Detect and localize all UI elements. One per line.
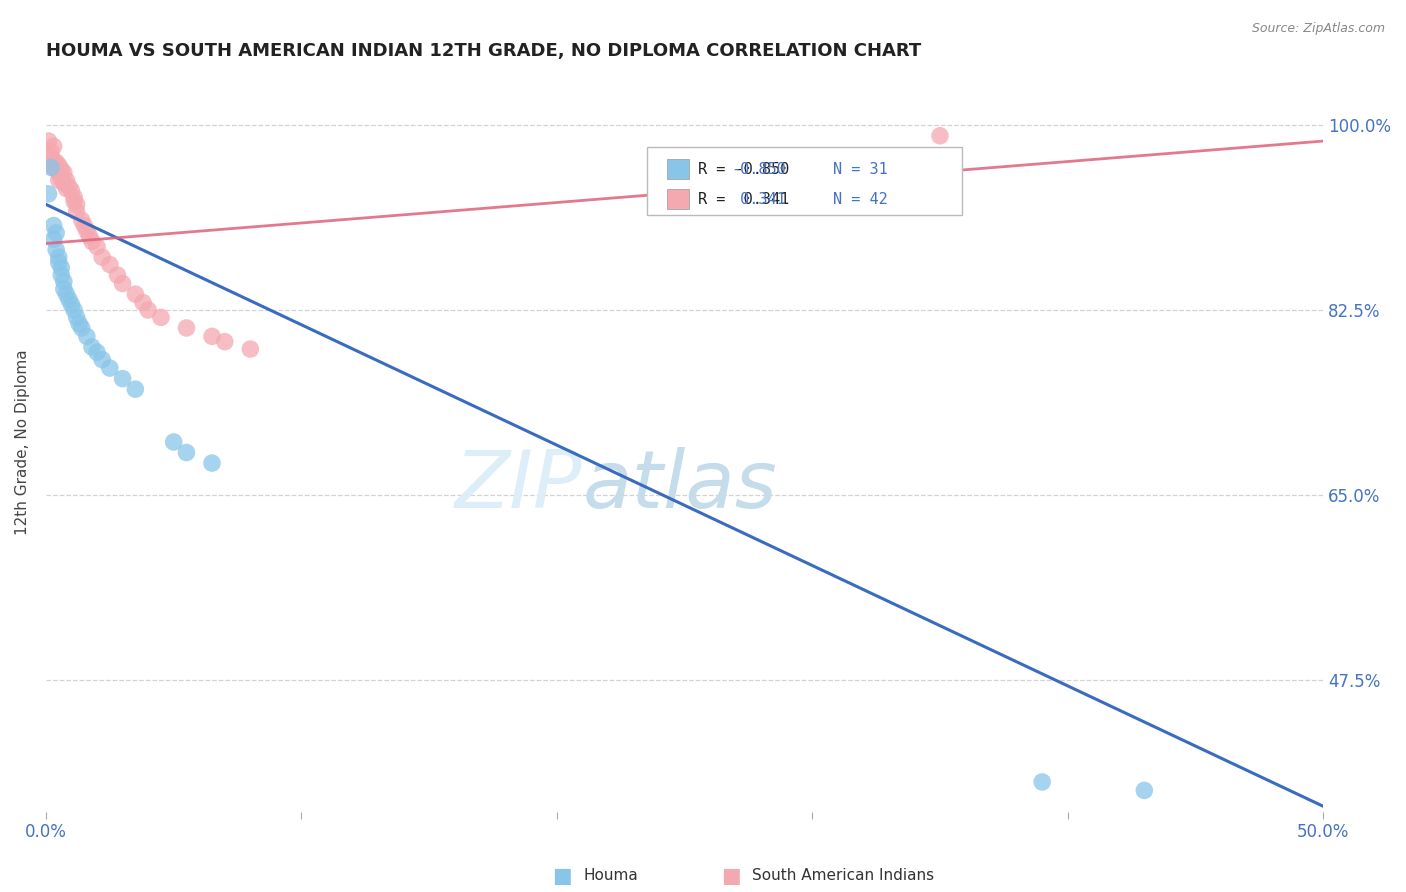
Point (111, 277, 134, 291)
Point (86, 240, 108, 254)
Text: atlas: atlas (582, 447, 778, 525)
Point (214, 334, 236, 349)
Point (176, 321, 198, 335)
Point (51, 260, 73, 275)
Point (86, 345, 108, 359)
Point (80, 340, 103, 354)
Point (79, 229, 101, 244)
Point (42, 139, 65, 153)
Text: ■: ■ (553, 866, 572, 886)
Point (136, 303, 159, 318)
Point (45, 155, 67, 169)
Point (91, 352, 114, 367)
Point (70, 321, 93, 335)
Point (76, 329, 98, 343)
Point (55, 181, 77, 195)
Point (52, 275, 75, 289)
Point (239, 342, 262, 356)
Text: Houma: Houma (583, 869, 638, 883)
Point (51, 162, 73, 177)
Point (51, 268, 73, 282)
Text: -0.850: -0.850 (731, 161, 786, 177)
Point (132, 295, 155, 310)
Point (58, 179, 80, 194)
Point (48, 158, 70, 172)
Point (55, 173, 77, 187)
Point (91, 250, 114, 264)
Point (65, 310, 87, 325)
Point (929, 128, 952, 143)
Point (38, 186, 60, 201)
Text: Source: ZipAtlas.com: Source: ZipAtlas.com (1251, 22, 1385, 36)
Text: HOUMA VS SOUTH AMERICAN INDIAN 12TH GRADE, NO DIPLOMA CORRELATION CHART: HOUMA VS SOUTH AMERICAN INDIAN 12TH GRAD… (46, 42, 921, 60)
Point (52, 282, 75, 296)
Point (65, 204, 87, 219)
Point (65, 197, 87, 211)
Point (73, 219, 96, 233)
Point (48, 250, 70, 264)
Text: ■: ■ (721, 866, 741, 886)
Point (1133, 783, 1156, 797)
Point (48, 255, 70, 269)
Point (63, 190, 86, 204)
Point (163, 434, 186, 449)
Point (42, 155, 65, 169)
Point (42, 161, 65, 175)
Point (80, 235, 103, 249)
Point (98, 258, 121, 272)
Point (111, 371, 134, 385)
Text: N = 42: N = 42 (832, 192, 887, 207)
FancyBboxPatch shape (647, 147, 962, 215)
Point (45, 162, 67, 177)
Point (98, 361, 121, 376)
Text: South American Indians: South American Indians (752, 869, 935, 883)
Point (45, 243, 67, 257)
Point (39, 150, 62, 164)
Point (149, 310, 172, 325)
Point (39, 161, 62, 175)
Point (124, 287, 146, 301)
Text: R =  0.341: R = 0.341 (697, 192, 789, 207)
Point (58, 293, 80, 307)
Text: ZIP: ZIP (456, 447, 582, 525)
Text: R = -0.850: R = -0.850 (697, 161, 789, 177)
Point (38, 134, 60, 148)
Point (76, 224, 98, 238)
Point (63, 194, 86, 209)
Point (55, 287, 77, 301)
Point (42, 219, 65, 233)
Point (42, 232, 65, 246)
Point (52, 176, 75, 190)
Point (51, 171, 73, 186)
Point (1031, 775, 1053, 789)
Point (107, 268, 129, 282)
Point (48, 173, 70, 187)
Point (52, 166, 75, 180)
Point (124, 382, 146, 396)
Point (201, 456, 224, 470)
Text: N = 31: N = 31 (832, 161, 887, 177)
Point (176, 445, 198, 459)
Text: 0.341: 0.341 (731, 192, 786, 207)
Y-axis label: 12th Grade, No Diploma: 12th Grade, No Diploma (15, 349, 30, 535)
Point (63, 303, 86, 318)
Point (48, 166, 70, 180)
FancyBboxPatch shape (666, 159, 689, 179)
Point (45, 226, 67, 240)
FancyBboxPatch shape (666, 189, 689, 209)
Point (201, 329, 224, 343)
Point (67, 317, 90, 331)
Point (70, 213, 93, 227)
Point (39, 145, 62, 159)
Point (60, 184, 83, 198)
Point (60, 298, 83, 312)
